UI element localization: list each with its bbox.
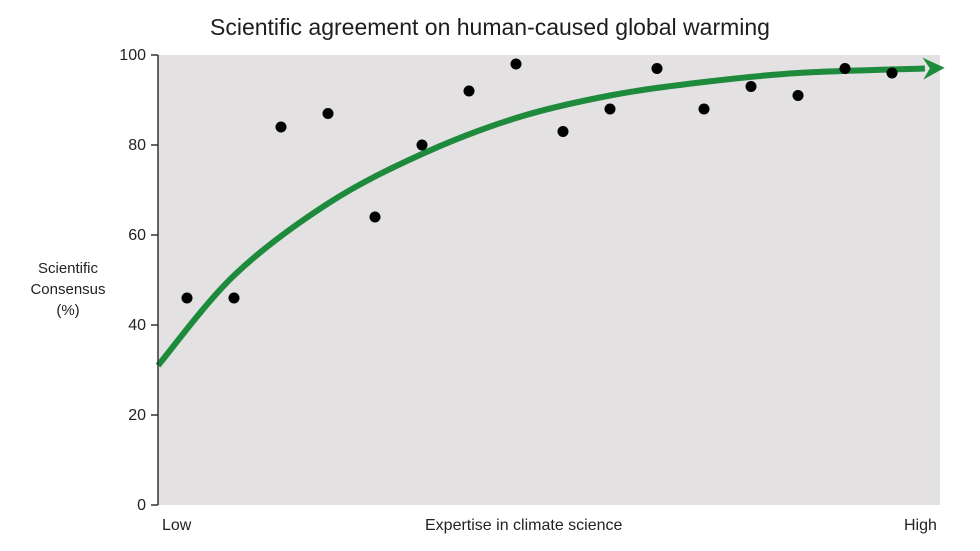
data-point — [792, 90, 804, 101]
y-tick-label: 100 — [119, 47, 146, 64]
chart-title: Scientific agreement on human-caused glo… — [210, 14, 770, 40]
data-point — [322, 108, 334, 119]
data-point — [651, 63, 663, 74]
data-point — [275, 121, 287, 133]
y-tick-label: 40 — [128, 317, 146, 334]
data-point — [228, 292, 240, 304]
data-point — [557, 126, 569, 137]
y-axis-label-line-1: Scientific — [37, 260, 99, 277]
trend-arrowhead — [922, 57, 945, 80]
data-point — [510, 58, 522, 70]
data-point — [463, 85, 475, 97]
data-point — [698, 103, 710, 115]
y-tick-label: 0 — [137, 497, 146, 514]
trend-curve — [155, 65, 926, 368]
data-point — [839, 63, 851, 74]
data-point — [745, 81, 757, 92]
y-axis-label-line-2: Consensus — [30, 281, 106, 298]
data-point — [416, 139, 428, 151]
data-point — [886, 67, 898, 79]
x-axis-high-label: High — [904, 517, 937, 534]
plot-background — [158, 55, 940, 505]
y-axis-label: Scientific Consensus (%) — [18, 258, 118, 321]
x-axis-label: Expertise in climate science — [425, 517, 623, 534]
y-tick-label: 60 — [128, 227, 146, 244]
data-point — [604, 103, 616, 115]
y-tick-label: 20 — [128, 407, 146, 424]
y-axis-label-line-3: (%) — [56, 302, 80, 319]
data-point — [369, 211, 381, 223]
data-point — [181, 292, 193, 304]
x-axis-low-label: Low — [162, 517, 192, 534]
y-tick-label: 80 — [128, 137, 146, 154]
